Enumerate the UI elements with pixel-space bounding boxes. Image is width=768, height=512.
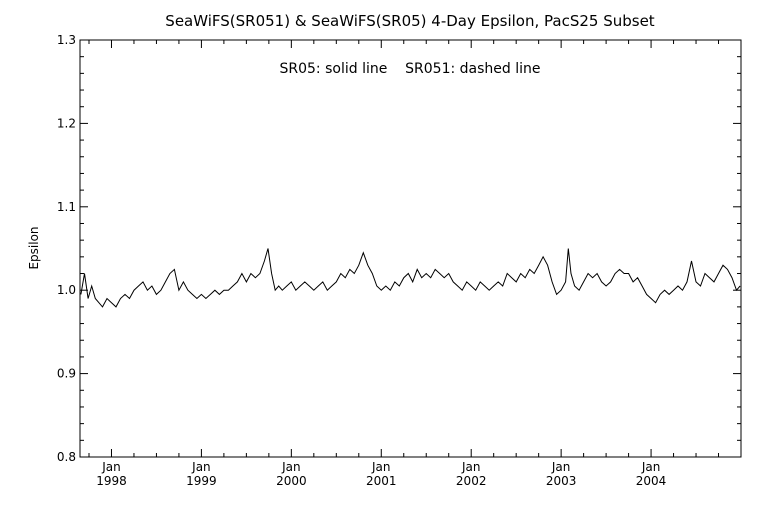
y-axis-ticks: 0.8 0.9 1.0 1.1 1.2 1.3 xyxy=(57,33,741,464)
x-axis-ticks: Jan1998Jan1999Jan2000Jan2001Jan2002Jan20… xyxy=(88,40,720,488)
x-tick-month-label: Jan xyxy=(461,460,481,474)
x-tick-month-label: Jan xyxy=(641,460,661,474)
y-tick-label: 1.3 xyxy=(57,33,76,47)
x-tick-year-label: 2004 xyxy=(636,474,667,488)
x-tick-month-label: Jan xyxy=(191,460,211,474)
chart-title: SeaWiFS(SR051) & SeaWiFS(SR05) 4-Day Eps… xyxy=(165,12,655,30)
y-axis-label: Epsilon xyxy=(27,226,41,269)
y-tick-label: 1.0 xyxy=(57,283,76,297)
y-tick-label: 0.8 xyxy=(57,450,76,464)
y-tick-label: 0.9 xyxy=(57,367,76,381)
x-tick-month-label: Jan xyxy=(101,460,121,474)
line-style-annotation: SR05: solid line SR051: dashed line xyxy=(280,61,541,77)
x-tick-year-label: 2001 xyxy=(366,474,397,488)
plot-frame xyxy=(79,39,742,458)
y-tick-label: 1.1 xyxy=(57,200,76,214)
series-layer xyxy=(80,248,741,308)
x-tick-year-label: 1999 xyxy=(186,474,217,488)
x-tick-year-label: 1998 xyxy=(96,474,127,488)
series-line-solid xyxy=(80,248,741,308)
x-tick-year-label: 2002 xyxy=(456,474,487,488)
x-tick-year-label: 2000 xyxy=(276,474,307,488)
y-tick-label: 1.2 xyxy=(57,116,76,130)
x-tick-month-label: Jan xyxy=(551,460,571,474)
x-tick-month-label: Jan xyxy=(281,460,301,474)
x-tick-year-label: 2003 xyxy=(546,474,577,488)
x-tick-month-label: Jan xyxy=(371,460,391,474)
